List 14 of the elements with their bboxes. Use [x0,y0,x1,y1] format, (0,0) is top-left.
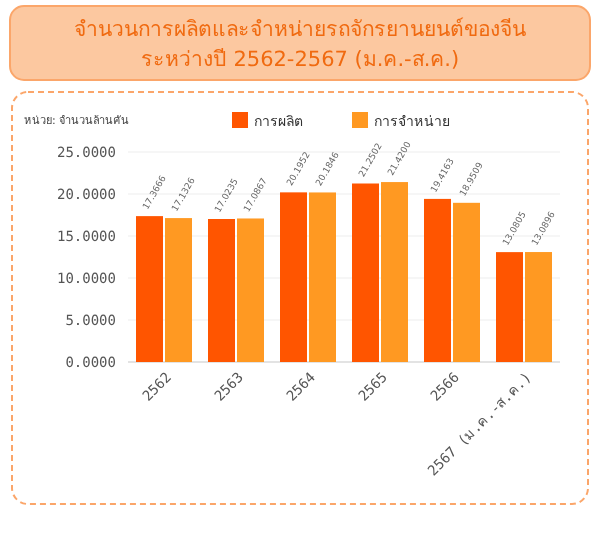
bar [208,219,235,362]
bar [496,252,523,362]
bar [453,202,480,362]
bar [424,198,451,362]
bar [309,192,336,362]
bar [381,182,408,362]
chart-subtitle: ระหว่างปี 2562-2567 (ม.ค.-ส.ค.) [140,46,460,72]
chart-title: จำนวนการผลิตและจำหน่ายรถจักรยานยนต์ของจีน [74,16,526,42]
bar [352,183,379,362]
bar [136,216,163,362]
bar [280,192,307,362]
bar [525,252,552,362]
bar [237,218,264,362]
bar [165,218,192,362]
